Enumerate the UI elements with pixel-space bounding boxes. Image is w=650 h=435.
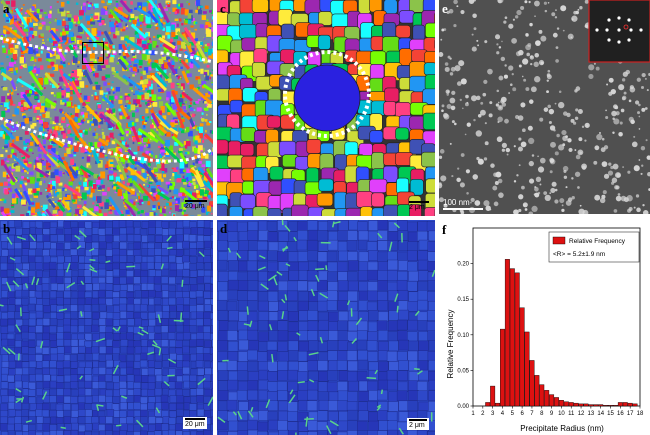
histogram-bar xyxy=(563,401,569,407)
legend-entry: Relative Frequency xyxy=(569,238,626,245)
histogram-bar xyxy=(485,402,491,407)
histogram-bar xyxy=(524,331,530,407)
x-tick-label: 9 xyxy=(550,411,554,417)
legend-swatch xyxy=(552,236,566,245)
panel-b-ipf-map: b 20 μm xyxy=(0,220,213,435)
panel-c-label: c xyxy=(220,1,226,16)
y-tick-label: 0.15 xyxy=(457,297,469,303)
x-tick-label: 10 xyxy=(558,411,565,417)
histogram-bar xyxy=(558,400,564,407)
panel-f-histogram: f 1 2 3 4 5 6 7 8 9 10 11 12 13 14 15 16 17 18 0.00 0.05 0.1… xyxy=(439,218,650,435)
scale-bar-e: 100 nm xyxy=(443,198,483,210)
x-tick-label: 6 xyxy=(520,411,524,417)
panel-b-label: b xyxy=(3,221,11,236)
x-tick-label: 18 xyxy=(637,411,644,417)
x-tick-label: 12 xyxy=(578,411,585,417)
histogram-bar xyxy=(578,403,584,407)
ipf-map-b-image xyxy=(0,220,213,435)
histogram-bar xyxy=(529,360,535,407)
x-tick-label: 13 xyxy=(588,411,595,417)
histogram-bar xyxy=(627,402,633,407)
ipf-zoom-image xyxy=(217,220,435,435)
panel-f-label: f xyxy=(442,222,447,237)
x-tick-label: 4 xyxy=(501,411,505,417)
ebsd-zoom-image xyxy=(217,0,435,216)
histogram-bar xyxy=(598,404,604,407)
panel-d-label: d xyxy=(220,221,228,236)
histogram-bar xyxy=(495,402,501,407)
histogram-bar xyxy=(514,272,520,407)
precipitate-radius-histogram: 1 2 3 4 5 6 7 8 9 10 11 12 13 14 15 16 17 180.000.050.100… xyxy=(446,227,644,433)
x-tick-label: 2 xyxy=(481,411,485,417)
histogram-bar xyxy=(509,268,515,407)
scale-bar-d: 2 μm xyxy=(407,418,429,430)
histogram-bar xyxy=(539,384,545,407)
x-tick-label: 15 xyxy=(607,411,614,417)
histogram-bar xyxy=(568,402,574,407)
legend-annotation: <R> = 5.2±1.9 nm xyxy=(553,251,605,258)
panel-d-ipf-zoom: d 2 μm xyxy=(217,220,435,435)
y-tick-label: 0.10 xyxy=(457,333,469,339)
y-tick-label: 0.20 xyxy=(457,262,469,268)
ebsd-map-a-image xyxy=(0,0,213,216)
panel-c-ebsd-zoom: c 2 μm xyxy=(217,0,435,216)
x-tick-label: 3 xyxy=(491,411,495,417)
histogram-bar xyxy=(519,307,525,407)
x-tick-label: 11 xyxy=(568,411,575,417)
y-axis-label: Relative Frequency xyxy=(446,310,455,379)
x-tick-label: 17 xyxy=(627,411,634,417)
x-tick-label: 5 xyxy=(511,411,515,417)
panel-a-ebsd-map: a 20 μm xyxy=(0,0,213,216)
x-tick-label: 8 xyxy=(540,411,544,417)
histogram-bar xyxy=(617,402,623,407)
panel-a-label: a xyxy=(3,1,10,16)
legend: Relative Frequency <R> = 5.2±1.9 nm xyxy=(548,231,640,263)
x-tick-label: 16 xyxy=(617,411,624,417)
x-tick-label: 7 xyxy=(530,411,534,417)
histogram-bar xyxy=(534,375,540,407)
y-tick-label: 0.00 xyxy=(457,404,469,410)
histogram-bar xyxy=(490,385,496,407)
histogram-bar xyxy=(632,403,638,407)
histogram-bar xyxy=(588,404,594,407)
histogram-bar xyxy=(573,402,579,407)
histogram-bar xyxy=(500,328,505,407)
x-tick-label: 1 xyxy=(471,411,475,417)
y-tick-label: 0.05 xyxy=(457,368,469,374)
panel-e-sem-image: e 100 nm xyxy=(439,0,650,214)
x-tick-label: 14 xyxy=(597,411,604,417)
sem-precipitates-image xyxy=(439,0,650,214)
histogram-bar xyxy=(603,405,609,407)
scale-bar-a: 20 μm xyxy=(185,200,207,210)
histogram-bar xyxy=(593,404,599,407)
histogram-bar xyxy=(544,390,550,407)
histogram-bar xyxy=(549,394,555,407)
histogram-bar xyxy=(554,397,559,407)
histogram-bar xyxy=(622,402,628,407)
scale-bar-c: 2 μm xyxy=(409,201,429,211)
panel-e-label: e xyxy=(442,1,448,16)
histogram-bar xyxy=(612,405,618,407)
histogram-bar xyxy=(504,259,510,407)
histogram-bar xyxy=(608,405,613,407)
region-of-interest-box xyxy=(82,42,104,64)
histogram-bar xyxy=(583,403,589,407)
scale-bar-b: 20 μm xyxy=(183,417,207,429)
x-axis-label: Precipitate Radius (nm) xyxy=(520,424,604,433)
